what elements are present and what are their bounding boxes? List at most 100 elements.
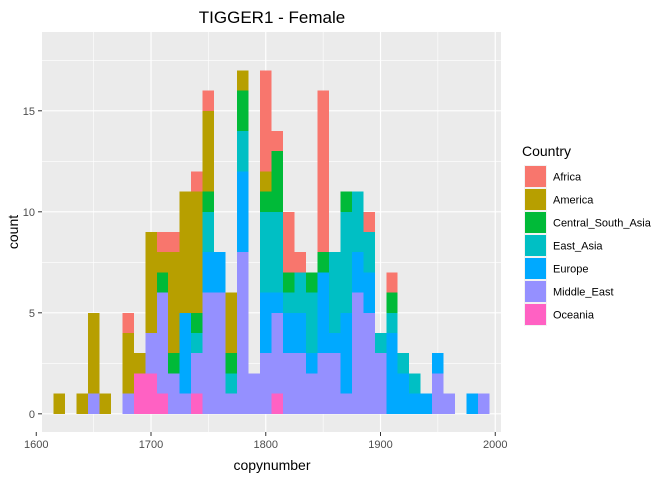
bar-segment xyxy=(122,312,134,334)
x-axis: 1600 1700 1800 1900 2000 xyxy=(24,432,508,451)
legend-label: Central_South_Asia xyxy=(553,218,652,230)
bar-segment xyxy=(351,252,364,293)
bar-segment xyxy=(432,373,444,414)
bar-segment xyxy=(397,373,410,414)
legend-label: Africa xyxy=(553,172,582,184)
bar-segment xyxy=(317,252,329,273)
bar-segment xyxy=(202,90,215,111)
legend: Country Africa America Central_South_Asia E… xyxy=(522,143,652,326)
bar-segment xyxy=(191,393,203,414)
bar-segment xyxy=(466,393,479,414)
bar-segment xyxy=(305,272,318,293)
bar-segment xyxy=(328,353,341,414)
bar-segment xyxy=(202,110,215,192)
bar-segment xyxy=(409,393,421,414)
bar-segment xyxy=(363,232,375,273)
y-tick-label: 10 xyxy=(23,207,35,219)
bar-segment xyxy=(260,70,272,172)
bar-segment xyxy=(168,232,180,253)
bar-segment xyxy=(122,333,134,394)
bar-segment xyxy=(294,272,306,313)
bar-segment xyxy=(156,393,169,414)
bar-segment xyxy=(317,353,329,414)
bar-segment xyxy=(386,333,398,414)
bar-segment xyxy=(271,130,283,152)
bar-segment xyxy=(237,90,249,131)
bar-segment xyxy=(260,191,272,212)
legend-label: Oceania xyxy=(553,310,595,322)
bar-segment xyxy=(168,373,180,414)
bar-segment xyxy=(225,393,238,414)
bar-segment xyxy=(202,211,215,253)
bar-segment xyxy=(191,171,203,192)
bar-segment xyxy=(145,373,157,414)
bar-segment xyxy=(179,312,192,394)
bar-segment xyxy=(145,232,157,334)
bar-segment xyxy=(374,333,387,354)
bar-segment xyxy=(294,353,306,414)
y-axis: 0 5 10 15 xyxy=(23,106,42,421)
legend-swatch xyxy=(525,281,546,302)
bar-segment xyxy=(122,393,134,414)
bar-segment xyxy=(214,252,226,293)
bar-segment xyxy=(294,252,306,273)
bar-segment xyxy=(317,272,329,354)
bar-segment xyxy=(478,393,490,414)
bar-segment xyxy=(374,353,387,414)
bar-segment xyxy=(328,252,341,334)
legend-label: East_Asia xyxy=(553,241,603,253)
bar-segment xyxy=(156,292,169,394)
bar-segment xyxy=(260,292,272,354)
bar-segment xyxy=(443,393,456,414)
x-tick-label: 1700 xyxy=(139,439,163,451)
bar-segment xyxy=(271,151,283,212)
x-tick-label: 1800 xyxy=(254,439,278,451)
y-tick-label: 15 xyxy=(23,106,35,118)
bar-segment xyxy=(87,312,100,394)
legend-swatch xyxy=(525,189,546,210)
bar-segment xyxy=(237,130,249,172)
bar-segment xyxy=(432,353,444,374)
bar-segment xyxy=(386,272,398,293)
legend-title: Country xyxy=(522,143,571,159)
bar-segment xyxy=(271,312,283,394)
bar-segment xyxy=(340,393,352,414)
bar-segment xyxy=(271,211,283,293)
bar-segment xyxy=(340,191,352,212)
bar-segment xyxy=(168,252,180,354)
bar-segment xyxy=(420,393,433,414)
bar-segment xyxy=(133,353,146,374)
bar-segment xyxy=(340,211,352,313)
bar-segment xyxy=(156,272,169,293)
bar-segment xyxy=(168,353,180,374)
legend-swatch xyxy=(525,212,546,233)
bar-segment xyxy=(294,312,306,354)
bar-segment xyxy=(99,393,111,414)
bar-segment xyxy=(87,393,100,414)
bar-segment xyxy=(363,312,375,414)
bar-segment xyxy=(179,191,192,313)
bar-segment xyxy=(214,292,226,414)
bar-segment xyxy=(156,232,169,253)
bar-segment xyxy=(133,373,146,414)
bar-segment xyxy=(225,373,238,394)
bar-segment xyxy=(397,353,410,374)
legend-swatch xyxy=(525,304,546,325)
bar-segment xyxy=(317,90,329,253)
bar-segment xyxy=(225,353,238,374)
bar-segment xyxy=(386,292,398,313)
bar-segment xyxy=(202,292,215,414)
bar-segment xyxy=(363,272,375,313)
bar-segment xyxy=(179,393,192,414)
bar-segment xyxy=(282,272,295,293)
legend-swatch xyxy=(525,166,546,187)
bar-segment xyxy=(145,333,157,374)
bar-segment xyxy=(409,373,421,394)
x-tick-label: 1600 xyxy=(24,439,48,451)
bar-segment xyxy=(237,70,249,91)
bar-segment xyxy=(191,191,203,313)
bar-segment xyxy=(248,373,261,414)
bar-segment xyxy=(260,171,272,192)
bar-segment xyxy=(202,252,215,293)
